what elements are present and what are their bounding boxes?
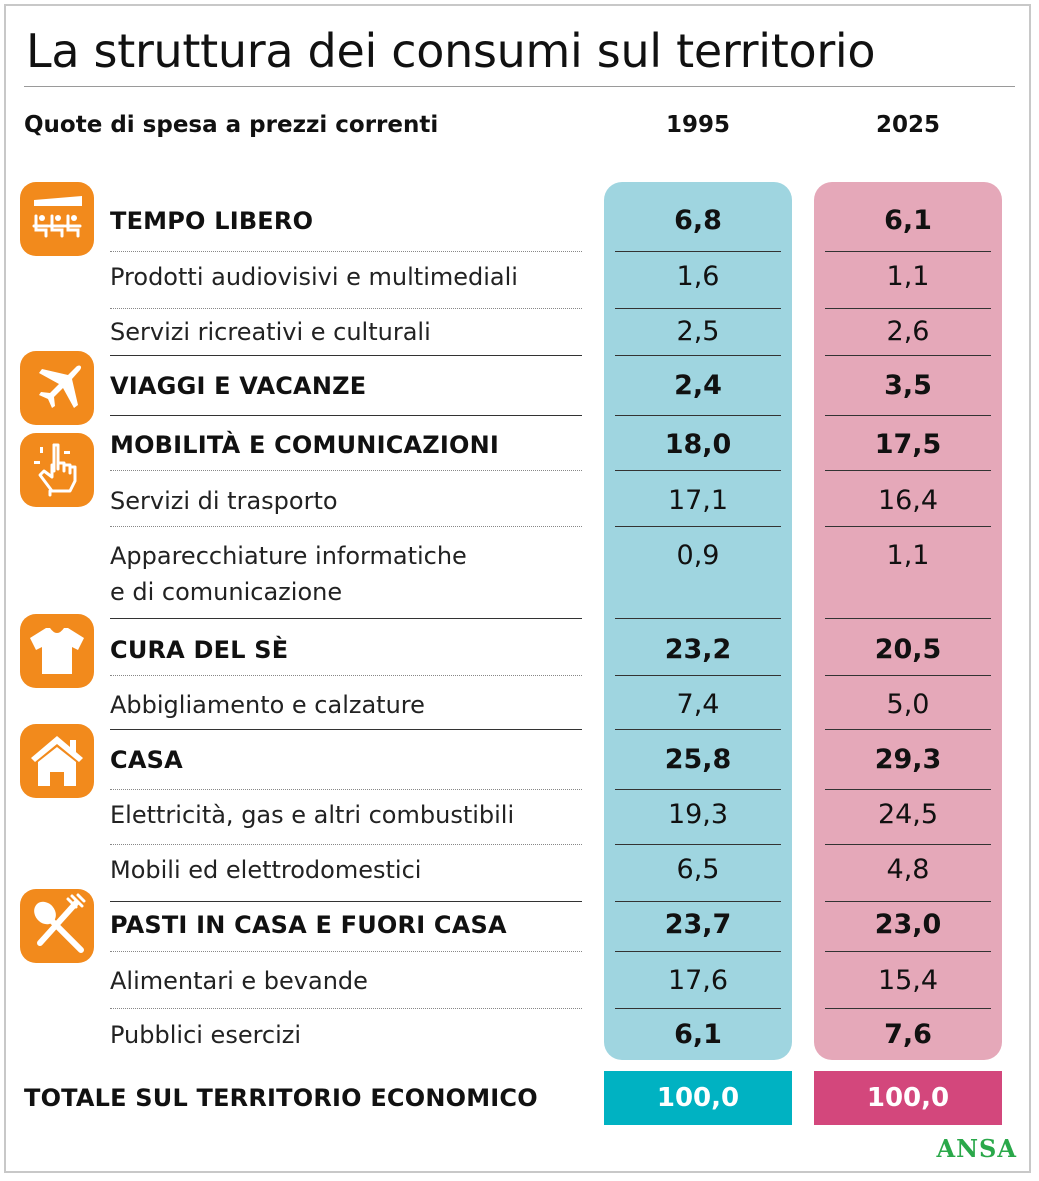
row-label: Alimentari e bevande	[110, 967, 368, 995]
fork-spoon-icon	[20, 889, 94, 963]
value-2025: 24,5	[877, 799, 939, 830]
value-2025: 4,8	[886, 854, 930, 885]
total-value-1995: 100,0	[604, 1071, 792, 1125]
value-1995: 2,5	[676, 316, 720, 347]
value-2025: 2,6	[886, 316, 930, 347]
value-1995: 2,4	[674, 370, 722, 401]
airplane-icon	[20, 351, 94, 425]
value-1995: 23,2	[664, 634, 732, 665]
page-title: La struttura dei consumi sul territorio	[26, 24, 876, 78]
column-background-2025	[814, 182, 1002, 1060]
value-1995: 19,3	[667, 799, 729, 830]
ansa-logo: ANSA	[936, 1134, 1017, 1163]
value-2025: 23,0	[874, 909, 942, 940]
value-2025: 6,1	[884, 205, 932, 236]
value-1995: 6,1	[674, 1019, 722, 1050]
value-2025: 1,1	[886, 261, 930, 292]
value-2025: 16,4	[877, 485, 939, 516]
t-shirt-icon	[20, 614, 94, 688]
row-label: CASA	[110, 746, 183, 774]
value-2025: 3,5	[884, 370, 932, 401]
title-divider	[24, 86, 1015, 87]
total-label: TOTALE SUL TERRITORIO ECONOMICO	[24, 1084, 538, 1112]
row-label: Prodotti audiovisivi e multimediali	[110, 263, 518, 291]
table-subtitle: Quote di spesa a prezzi correnti	[24, 112, 439, 138]
value-2025: 29,3	[874, 744, 942, 775]
value-1995: 7,4	[676, 689, 720, 720]
value-1995: 17,6	[667, 965, 729, 996]
hand-pointer-icon	[20, 433, 94, 507]
row-label: Abbigliamento e calzature	[110, 691, 425, 719]
row-label: Mobili ed elettrodomestici	[110, 856, 422, 884]
row-label: Apparecchiature informatiche	[110, 542, 467, 570]
value-1995: 23,7	[664, 909, 732, 940]
value-2025: 7,6	[884, 1019, 932, 1050]
house-icon	[20, 724, 94, 798]
value-2025: 17,5	[874, 429, 942, 460]
value-1995: 18,0	[664, 429, 732, 460]
row-label: TEMPO LIBERO	[110, 207, 314, 235]
value-2025: 1,1	[886, 540, 930, 571]
row-label: e di comunicazione	[110, 578, 343, 606]
value-2025: 15,4	[877, 965, 939, 996]
column-header-1995: 1995	[665, 112, 730, 138]
total-value-2025: 100,0	[814, 1071, 1002, 1125]
cinema-seats-icon	[20, 182, 94, 256]
value-2025: 5,0	[886, 689, 930, 720]
value-1995: 17,1	[667, 485, 729, 516]
row-label: Servizi ricreativi e culturali	[110, 318, 431, 346]
value-2025: 20,5	[874, 634, 942, 665]
value-1995: 25,8	[664, 744, 732, 775]
row-label: VIAGGI E VACANZE	[110, 372, 367, 400]
row-label: Pubblici esercizi	[110, 1021, 302, 1049]
row-label: CURA DEL SÈ	[110, 636, 289, 664]
row-label: Servizi di trasporto	[110, 487, 338, 515]
column-header-2025: 2025	[875, 112, 940, 138]
value-1995: 6,8	[674, 205, 722, 236]
value-1995: 6,5	[676, 854, 720, 885]
value-1995: 0,9	[676, 540, 720, 571]
row-label: PASTI IN CASA E FUORI CASA	[110, 911, 507, 939]
row-label: Elettricità, gas e altri combustibili	[110, 801, 515, 829]
value-1995: 1,6	[676, 261, 720, 292]
row-label: MOBILITÀ E COMUNICAZIONI	[110, 431, 500, 459]
column-background-1995	[604, 182, 792, 1060]
